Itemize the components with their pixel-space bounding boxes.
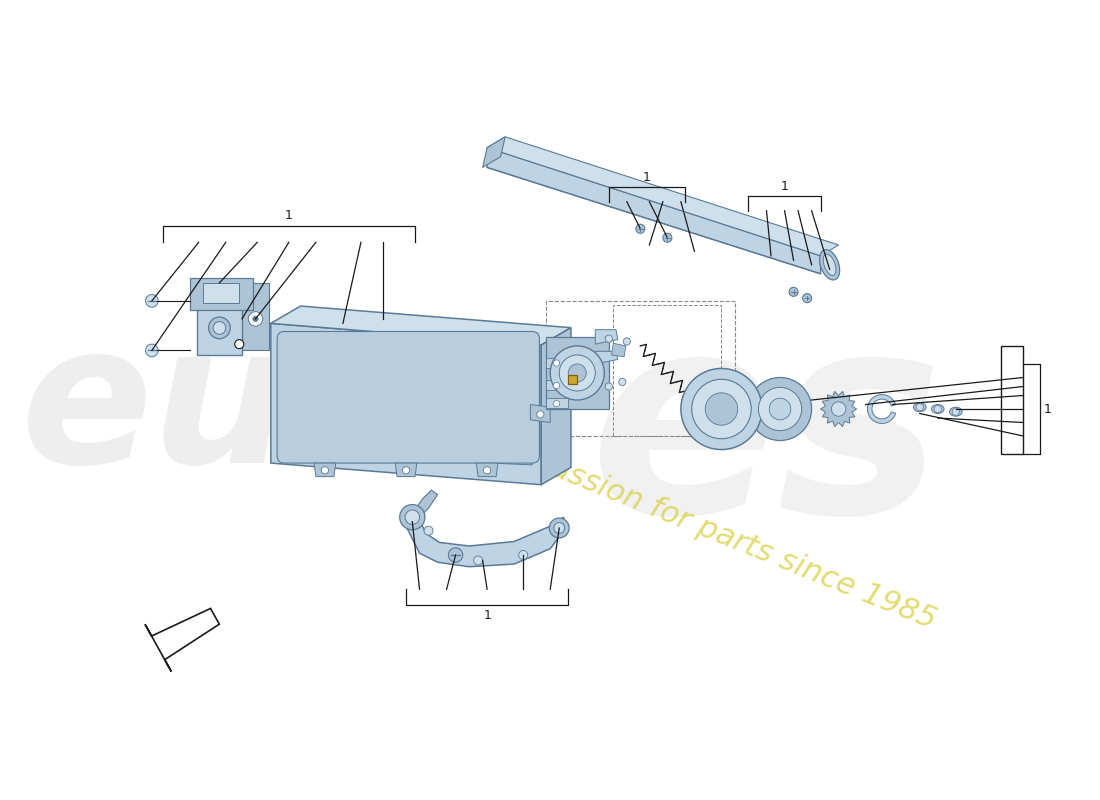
Circle shape — [519, 550, 528, 559]
Circle shape — [253, 316, 258, 322]
Polygon shape — [145, 609, 219, 671]
Circle shape — [553, 360, 560, 366]
Circle shape — [832, 402, 846, 416]
Circle shape — [537, 411, 543, 418]
Circle shape — [484, 466, 491, 474]
Circle shape — [449, 548, 463, 562]
Polygon shape — [189, 278, 253, 310]
Polygon shape — [612, 343, 626, 357]
Ellipse shape — [949, 407, 962, 416]
Circle shape — [549, 518, 569, 538]
Polygon shape — [483, 137, 505, 167]
Polygon shape — [242, 283, 270, 350]
Polygon shape — [271, 323, 541, 485]
Polygon shape — [530, 405, 550, 422]
Circle shape — [748, 378, 812, 441]
Polygon shape — [284, 333, 532, 465]
Polygon shape — [315, 463, 336, 477]
Bar — [614, 306, 722, 436]
Text: 1: 1 — [781, 180, 789, 193]
Bar — [546, 301, 735, 436]
Polygon shape — [546, 337, 608, 409]
Circle shape — [553, 522, 564, 534]
Circle shape — [474, 556, 483, 565]
Polygon shape — [595, 330, 618, 344]
Bar — [569, 374, 578, 384]
Circle shape — [145, 294, 158, 307]
Ellipse shape — [932, 405, 944, 414]
Circle shape — [636, 224, 645, 234]
Bar — [1001, 346, 1023, 454]
Circle shape — [618, 378, 626, 386]
Circle shape — [553, 401, 560, 406]
Circle shape — [953, 408, 959, 415]
Circle shape — [424, 526, 433, 535]
Circle shape — [624, 338, 630, 345]
Text: euro: euro — [21, 315, 520, 503]
Circle shape — [605, 383, 613, 390]
Polygon shape — [595, 351, 618, 364]
Polygon shape — [487, 148, 821, 274]
Polygon shape — [487, 137, 838, 256]
Circle shape — [758, 387, 802, 430]
Circle shape — [209, 317, 230, 338]
Circle shape — [403, 466, 409, 474]
Ellipse shape — [913, 402, 926, 412]
Circle shape — [550, 346, 604, 400]
Polygon shape — [476, 463, 498, 477]
Circle shape — [769, 398, 791, 420]
Polygon shape — [541, 328, 571, 485]
Circle shape — [145, 344, 158, 357]
Circle shape — [692, 379, 751, 438]
Polygon shape — [204, 283, 240, 302]
Polygon shape — [868, 394, 895, 423]
Text: 1: 1 — [1043, 402, 1052, 415]
Circle shape — [934, 406, 942, 413]
Text: a passion for parts since 1985: a passion for parts since 1985 — [503, 435, 940, 635]
Circle shape — [789, 287, 799, 296]
FancyBboxPatch shape — [277, 331, 539, 463]
Circle shape — [605, 335, 613, 342]
Polygon shape — [546, 398, 569, 408]
Circle shape — [705, 393, 738, 426]
Circle shape — [405, 510, 419, 524]
Polygon shape — [197, 283, 242, 355]
Circle shape — [663, 234, 672, 242]
Text: 1: 1 — [483, 609, 491, 622]
Circle shape — [249, 312, 263, 326]
Circle shape — [553, 382, 560, 389]
Circle shape — [681, 369, 762, 450]
Ellipse shape — [823, 254, 836, 275]
Circle shape — [213, 322, 226, 334]
Text: 1: 1 — [285, 210, 293, 222]
Circle shape — [559, 355, 595, 391]
Polygon shape — [546, 358, 569, 367]
Ellipse shape — [820, 250, 839, 280]
Polygon shape — [271, 306, 571, 345]
Circle shape — [803, 294, 812, 302]
Circle shape — [916, 404, 923, 411]
Polygon shape — [395, 463, 417, 477]
Polygon shape — [402, 506, 563, 566]
Text: 1: 1 — [644, 170, 651, 184]
Polygon shape — [546, 380, 569, 390]
Text: es: es — [590, 301, 944, 571]
Circle shape — [569, 364, 586, 382]
Polygon shape — [415, 490, 438, 517]
Circle shape — [321, 466, 329, 474]
Circle shape — [234, 340, 244, 349]
Polygon shape — [821, 391, 857, 426]
Circle shape — [399, 505, 425, 530]
